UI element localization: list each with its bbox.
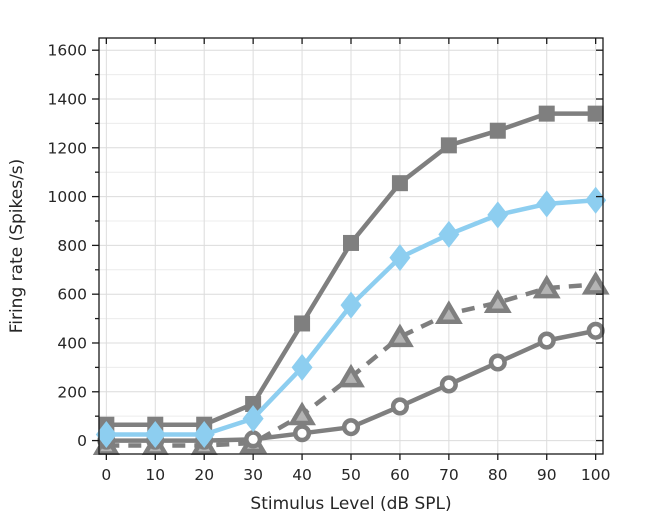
marker-blue-filled-diamonds-100 bbox=[585, 186, 607, 214]
marker-blue-filled-diamonds-40 bbox=[291, 353, 313, 381]
marker-gray-filled-squares-50 bbox=[343, 234, 359, 251]
marker-gray-open-circles-100 bbox=[586, 321, 605, 340]
x-tick-label-100: 100 bbox=[581, 466, 611, 484]
x-tick-label-50: 50 bbox=[341, 466, 361, 484]
marker-gray-triangles-dashed-100 bbox=[581, 270, 610, 295]
marker-gray-triangles-dashed-50 bbox=[337, 363, 365, 388]
marker-gray-open-circles-30 bbox=[244, 430, 263, 449]
marker-gray-open-circles-40 bbox=[293, 424, 312, 443]
marker-blue-filled-diamonds-90 bbox=[536, 190, 558, 218]
marker-gray-filled-squares-80 bbox=[489, 122, 506, 139]
marker-gray-filled-squares-90 bbox=[538, 105, 555, 122]
marker-gray-open-circles-60 bbox=[390, 397, 409, 416]
y-axis-label: Firing rate (Spikes/s) bbox=[7, 159, 27, 334]
marker-blue-filled-diamonds-50 bbox=[340, 291, 362, 319]
marker-gray-triangles-dashed-40 bbox=[288, 401, 317, 426]
x-tick-label-10: 10 bbox=[145, 466, 165, 484]
marker-blue-filled-diamonds-30 bbox=[242, 405, 264, 433]
marker-gray-open-circles-70 bbox=[439, 375, 458, 394]
x-tick-label-40: 40 bbox=[292, 466, 312, 484]
marker-gray-open-circles-50 bbox=[341, 418, 361, 437]
y-tick-label-600: 600 bbox=[57, 286, 87, 304]
y-tick-label-0: 0 bbox=[77, 432, 87, 450]
y-tick-label-1200: 1200 bbox=[48, 139, 87, 157]
marker-blue-filled-diamonds-0 bbox=[95, 420, 117, 448]
x-tick-label-80: 80 bbox=[488, 466, 508, 484]
marker-gray-filled-squares-100 bbox=[587, 105, 604, 122]
marker-gray-triangles-dashed-70 bbox=[434, 300, 463, 324]
x-tick-label-70: 70 bbox=[439, 466, 459, 484]
marker-gray-filled-squares-30 bbox=[245, 395, 262, 412]
marker-gray-filled-squares-40 bbox=[294, 315, 311, 332]
y-tick-label-400: 400 bbox=[57, 334, 87, 352]
marker-gray-open-circles-90 bbox=[537, 331, 556, 350]
x-axis-label: Stimulus Level (dB SPL) bbox=[250, 494, 451, 514]
marker-gray-open-circles-80 bbox=[488, 353, 507, 372]
x-tick-label-0: 0 bbox=[101, 466, 111, 484]
marker-blue-filled-diamonds-20 bbox=[193, 420, 215, 448]
x-tick-label-20: 20 bbox=[194, 466, 214, 484]
y-tick-label-1000: 1000 bbox=[48, 188, 87, 206]
marker-gray-triangles-dashed-90 bbox=[532, 274, 561, 299]
marker-blue-filled-diamonds-80 bbox=[487, 201, 509, 229]
x-tick-label-30: 30 bbox=[243, 466, 263, 484]
y-tick-label-1600: 1600 bbox=[48, 42, 87, 60]
marker-blue-filled-diamonds-60 bbox=[389, 244, 411, 272]
marker-gray-triangles-dashed-80 bbox=[483, 289, 512, 313]
marker-gray-triangles-dashed-60 bbox=[385, 323, 414, 348]
x-tick-label-60: 60 bbox=[390, 466, 410, 484]
y-tick-label-1400: 1400 bbox=[48, 90, 87, 108]
marker-gray-filled-squares-70 bbox=[440, 137, 457, 154]
x-tick-label-90: 90 bbox=[537, 466, 557, 484]
plot-area: 0 10 20 30 40 50 60 70 80 90 100020040060080010001… bbox=[48, 37, 611, 484]
y-tick-label-200: 200 bbox=[57, 383, 87, 401]
marker-gray-filled-squares-60 bbox=[391, 175, 408, 192]
marker-blue-filled-diamonds-10 bbox=[144, 420, 166, 448]
y-tick-label-800: 800 bbox=[57, 237, 87, 255]
series-group bbox=[92, 105, 610, 455]
marker-blue-filled-diamonds-70 bbox=[438, 220, 460, 248]
